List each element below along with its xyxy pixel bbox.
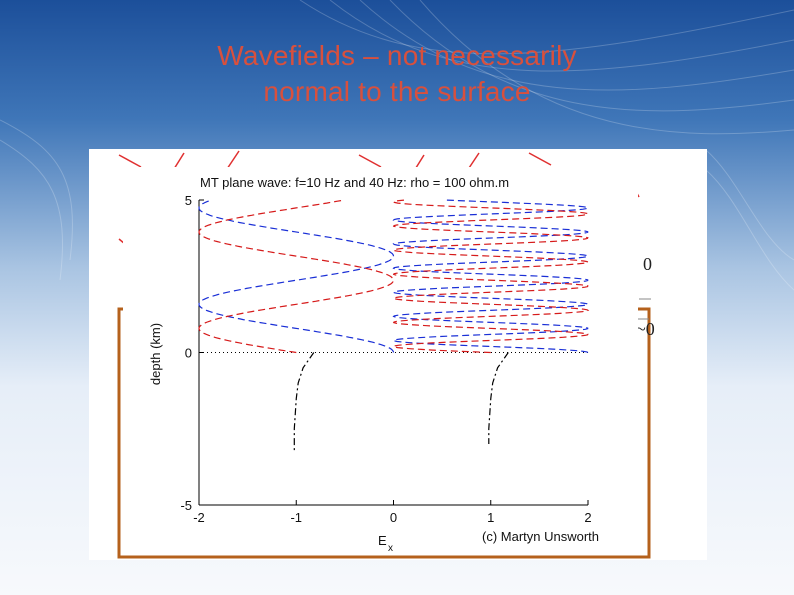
x-tick-label: 0 (390, 510, 397, 525)
x-axis-label: E (378, 533, 387, 548)
copyright-text: (c) Martyn Unsworth (482, 529, 599, 544)
y-axis-label: depth (km) (148, 323, 163, 385)
plot-background (123, 167, 638, 549)
slide-title: Wavefields – not necessarily normal to t… (0, 38, 794, 110)
series-10hz-air-1 (198, 199, 395, 354)
chart-title: MT plane wave: f=10 Hz and 40 Hz: rho = … (200, 175, 509, 190)
x-tick-label: 1 (487, 510, 494, 525)
x-tick-label: 2 (584, 510, 591, 525)
y-tick-label: 0 (185, 346, 192, 361)
wavefield-chart: 0 ~0 -2 -1 0 1 2 5 0 -5 MT plane wave: f=10 Hz … (117, 150, 655, 559)
x-tick-label: -2 (193, 510, 205, 525)
slide-title-line-1: Wavefields – not necessarily (217, 40, 577, 71)
x-tick-label: -1 (290, 510, 302, 525)
series-10hz-earth-4 (293, 352, 315, 451)
series-10hz-air-0 (198, 199, 395, 353)
series-40hz-air-2 (392, 199, 590, 354)
series-40hz-air-3 (392, 199, 590, 354)
series-layer (198, 199, 590, 451)
y-tick-label: 5 (185, 193, 192, 208)
series-40hz-earth-5 (488, 352, 509, 444)
x-axis-label-subscript: x (388, 543, 393, 554)
y-tick-label: -5 (180, 498, 192, 513)
side-label-approx-zero: ~0 (636, 319, 655, 339)
side-label-zero: 0 (643, 254, 652, 274)
figure-panel: 0 ~0 -2 -1 0 1 2 5 0 -5 MT plane wave: f=10 Hz … (89, 149, 707, 560)
slide-title-line-2: normal to the surface (263, 76, 531, 107)
